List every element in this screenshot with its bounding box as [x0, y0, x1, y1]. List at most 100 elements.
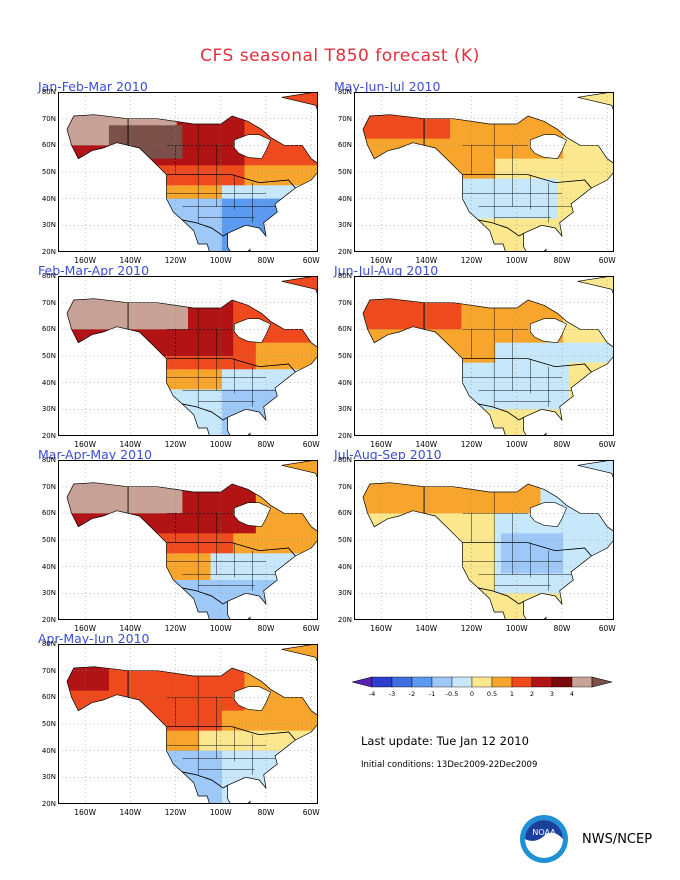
lon-tick-label: 140W: [119, 808, 142, 817]
lon-tick-label: 60W: [302, 256, 320, 265]
map-panel-mam: Mar-Apr-May 2010 80N 70N 60N 50N 40N 30N 20N 160…: [34, 447, 320, 648]
lat-tick-label: 40N: [41, 562, 56, 571]
lon-tick-label: 60W: [598, 256, 616, 265]
lat-tick-label: 40N: [337, 562, 352, 571]
lat-tick-label: 30N: [41, 589, 56, 598]
lat-tick-label: 80N: [337, 88, 352, 96]
lat-tick-label: 70N: [41, 298, 56, 307]
panel-title: Mar-Apr-May 2010: [38, 447, 152, 462]
legend-label: 0.5: [486, 690, 498, 698]
lat-tick-label: 40N: [41, 746, 56, 755]
panel-title: May-Jun-Jul 2010: [334, 79, 441, 94]
lon-tick-label: 120W: [460, 256, 483, 265]
lat-tick-label: 60N: [337, 325, 352, 334]
lon-tick-label: 160W: [74, 256, 96, 265]
lon-tick-label: 140W: [415, 624, 438, 633]
legend-swatch: [471, 676, 493, 688]
legend-left-arrow: [351, 676, 373, 688]
lat-tick-label: 20N: [337, 248, 352, 256]
panel-title: Jan-Feb-Mar 2010: [38, 79, 148, 94]
lat-tick-label: 50N: [41, 168, 56, 176]
lat-tick-label: 60N: [41, 693, 56, 702]
legend-label: -1: [428, 690, 436, 698]
forecast-map: [354, 92, 614, 252]
lon-tick-label: 100W: [505, 624, 528, 633]
legend-right-arrow: [591, 676, 613, 688]
lon-tick-label: 160W: [370, 256, 392, 265]
lat-tick-label: 20N: [41, 432, 56, 440]
lat-tick-label: 60N: [337, 141, 352, 150]
lon-tick-label: 80W: [257, 808, 275, 817]
legend-swatch: [371, 676, 393, 688]
lon-tick-label: 100W: [505, 440, 528, 449]
lat-tick-label: 70N: [41, 666, 56, 675]
map-panel-jas: Jul-Aug-Sep 2010 80N 70N 60N 50N 40N 30N 20N 160…: [330, 447, 616, 648]
lon-tick-label: 140W: [119, 440, 142, 449]
lon-tick-label: 80W: [257, 440, 275, 449]
lat-tick-label: 20N: [337, 432, 352, 440]
lat-tick-label: 60N: [41, 325, 56, 334]
legend-label: -2: [408, 690, 416, 698]
figure-title: CFS seasonal T850 forecast (K): [200, 46, 480, 66]
legend-swatch: [391, 676, 413, 688]
lat-tick-label: 30N: [337, 221, 352, 230]
panel-title: Jun-Jul-Aug 2010: [334, 263, 439, 278]
panel-title: Feb-Mar-Apr 2010: [38, 263, 150, 278]
lon-tick-label: 100W: [209, 808, 232, 817]
lat-tick-label: 60N: [337, 509, 352, 518]
lat-tick-label: 80N: [337, 272, 352, 280]
lat-tick-label: 80N: [337, 456, 352, 464]
lon-tick-label: 140W: [119, 256, 142, 265]
map-panel-jja: Jun-Jul-Aug 2010 80N 70N 60N 50N 40N 30N 20N 160…: [330, 263, 616, 464]
lat-tick-label: 40N: [337, 194, 352, 203]
forecast-map: [58, 644, 318, 804]
lat-tick-label: 80N: [41, 640, 56, 648]
lon-tick-label: 120W: [164, 440, 187, 449]
agency-label: NWS/NCEP: [582, 832, 653, 847]
lon-tick-label: 120W: [164, 256, 187, 265]
lon-tick-label: 80W: [257, 624, 275, 633]
lat-tick-label: 70N: [337, 114, 352, 123]
lat-tick-label: 70N: [41, 482, 56, 491]
legend-swatch: [531, 676, 553, 688]
lat-tick-label: 70N: [337, 482, 352, 491]
legend-swatch: [571, 676, 593, 688]
lon-tick-label: 160W: [370, 624, 392, 633]
lon-tick-label: 160W: [74, 440, 96, 449]
lat-tick-label: 50N: [41, 536, 56, 544]
lat-tick-label: 60N: [41, 509, 56, 518]
lon-tick-label: 100W: [505, 256, 528, 265]
legend-label: -4: [368, 690, 376, 698]
lon-tick-label: 160W: [74, 808, 96, 817]
lat-tick-label: 80N: [41, 456, 56, 464]
lat-tick-label: 30N: [337, 589, 352, 598]
forecast-map: [58, 460, 318, 620]
lon-tick-label: 120W: [460, 440, 483, 449]
legend-swatch: [411, 676, 433, 688]
lon-tick-label: 60W: [302, 440, 320, 449]
lat-tick-label: 50N: [337, 536, 352, 544]
lon-tick-label: 60W: [598, 440, 616, 449]
noaa-logo: NOAA: [519, 814, 569, 868]
lon-tick-label: 140W: [119, 624, 142, 633]
map-panel-jfm: Jan-Feb-Mar 2010 80N 70N 60N 50N 40N 30N 20N 160…: [34, 79, 320, 280]
legend-label: 4: [569, 690, 575, 698]
legend-label: 3: [549, 690, 555, 698]
lon-tick-label: 100W: [209, 624, 232, 633]
lat-tick-label: 20N: [41, 616, 56, 624]
map-panel-mjj: May-Jun-Jul 2010 80N 70N 60N 50N 40N 30N 20N 160…: [330, 79, 616, 280]
legend-swatch: [511, 676, 533, 688]
lat-tick-label: 50N: [337, 168, 352, 176]
legend-swatch: [551, 676, 573, 688]
lon-tick-label: 60W: [598, 624, 616, 633]
legend-label: -3: [388, 690, 396, 698]
lon-tick-label: 160W: [370, 440, 392, 449]
lat-tick-label: 80N: [41, 272, 56, 280]
lat-tick-label: 80N: [41, 88, 56, 96]
lon-tick-label: 60W: [302, 808, 320, 817]
lat-tick-label: 20N: [337, 616, 352, 624]
lon-tick-label: 160W: [74, 624, 96, 633]
lon-tick-label: 60W: [302, 624, 320, 633]
lat-tick-label: 30N: [41, 773, 56, 782]
last-update-text: Last update: Tue Jan 12 2010: [361, 734, 529, 748]
